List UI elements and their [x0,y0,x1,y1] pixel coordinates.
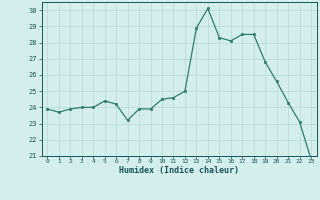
X-axis label: Humidex (Indice chaleur): Humidex (Indice chaleur) [119,166,239,175]
